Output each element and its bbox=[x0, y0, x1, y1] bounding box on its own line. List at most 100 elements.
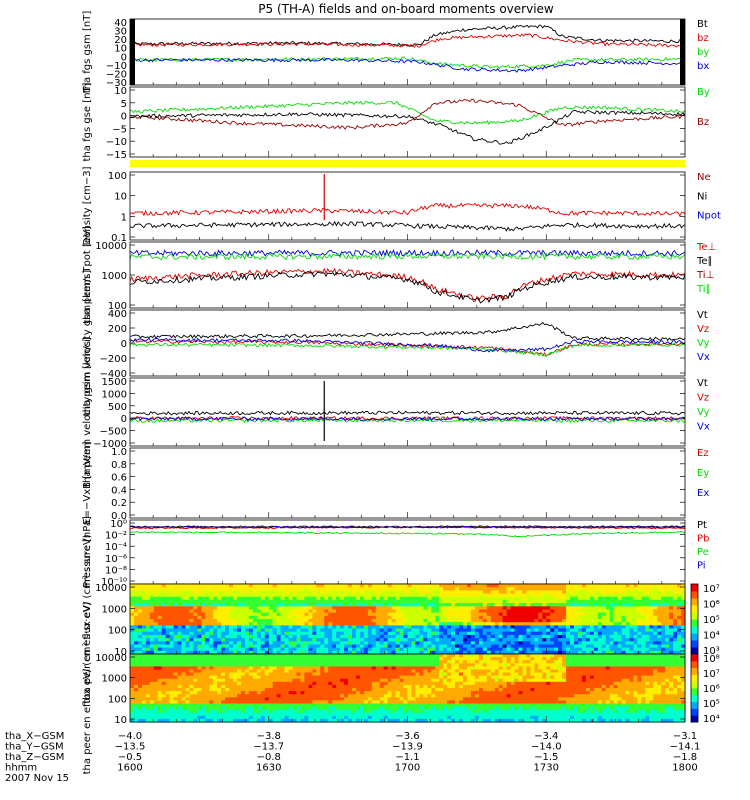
spectrogram-cell bbox=[613, 587, 619, 591]
spectrogram-cell bbox=[177, 596, 183, 601]
spectrogram-cell bbox=[268, 615, 274, 620]
spectrogram-cell bbox=[570, 599, 575, 604]
spectrogram-cell bbox=[645, 587, 650, 591]
spectrogram-cell bbox=[359, 663, 365, 667]
spectrogram-cell bbox=[141, 622, 147, 626]
spectrogram-cell bbox=[149, 681, 155, 686]
spectrogram-cell bbox=[276, 703, 282, 708]
spectrogram-cell bbox=[550, 638, 555, 642]
spectrogram-cell bbox=[518, 609, 524, 614]
spectrogram-cell bbox=[681, 584, 686, 588]
spectrogram-cell bbox=[296, 615, 302, 620]
spectrogram-cell bbox=[522, 647, 528, 652]
spectrogram-cell bbox=[383, 619, 389, 623]
spectrogram-cell bbox=[328, 681, 333, 686]
spectrogram-cell bbox=[609, 641, 615, 646]
spectrogram-cell bbox=[280, 638, 286, 642]
spectrogram-cell bbox=[605, 647, 611, 652]
spectrogram-cell bbox=[566, 584, 571, 588]
spectrogram-cell bbox=[217, 647, 222, 652]
spectrogram-cell bbox=[359, 657, 365, 661]
spectrogram-cell bbox=[153, 590, 159, 595]
spectrogram-cell bbox=[633, 622, 639, 626]
spectrogram-cell bbox=[189, 660, 195, 664]
spectrogram-cell bbox=[439, 641, 444, 646]
spectrogram-cell bbox=[391, 647, 397, 652]
spectrogram-cell bbox=[403, 590, 409, 595]
spectrogram-cell bbox=[463, 590, 468, 595]
spectrogram-cell bbox=[328, 609, 333, 614]
spectrogram-cell bbox=[371, 593, 377, 598]
spectrogram-cell bbox=[617, 596, 623, 601]
spectrogram-cell bbox=[395, 593, 401, 598]
spectrogram-cell bbox=[498, 634, 504, 639]
spectrogram-cell bbox=[558, 644, 563, 649]
spectrogram-cell bbox=[153, 709, 159, 714]
spectrogram-cell bbox=[633, 612, 639, 617]
spectrogram-cell bbox=[316, 700, 321, 705]
spectrogram-cell bbox=[375, 691, 381, 695]
spectrogram-cell bbox=[566, 599, 571, 604]
spectrogram-cell bbox=[431, 622, 436, 626]
spectrogram-cell bbox=[308, 631, 313, 636]
spectrogram-cell bbox=[189, 678, 195, 683]
spectrogram-cell bbox=[415, 638, 420, 642]
spectrogram-cell bbox=[439, 603, 444, 607]
spectrogram-cell bbox=[348, 669, 353, 674]
spectrogram-cell bbox=[213, 650, 218, 655]
spectrogram-cell bbox=[669, 622, 674, 626]
spectrogram-cell bbox=[578, 615, 583, 620]
spectrogram-cell bbox=[185, 593, 191, 598]
spectrogram-cell bbox=[661, 587, 666, 591]
spectrogram-cell bbox=[296, 650, 302, 655]
spectrogram-cell bbox=[352, 694, 357, 698]
spectrogram-cell bbox=[161, 609, 167, 614]
spectrogram-cell bbox=[506, 631, 512, 636]
spectrogram-cell bbox=[478, 631, 484, 636]
spectrogram-cell bbox=[304, 700, 309, 705]
spectrogram-cell bbox=[241, 712, 246, 717]
y-tick-label: 0.4 bbox=[111, 485, 127, 496]
spectrogram-cell bbox=[510, 619, 516, 623]
spectrogram-cell bbox=[593, 606, 599, 611]
spectrogram-cell bbox=[530, 619, 535, 623]
spectrogram-cell bbox=[363, 666, 369, 671]
spectrogram-cell bbox=[201, 715, 206, 720]
spectrogram-cell bbox=[324, 612, 329, 617]
spectrogram-cell bbox=[165, 622, 171, 626]
spectrogram-cell bbox=[268, 672, 274, 677]
spectrogram-cell bbox=[363, 593, 369, 598]
spectrogram-cell bbox=[427, 615, 432, 620]
spectrogram-cell bbox=[233, 666, 238, 671]
spectrogram-cell bbox=[340, 599, 345, 604]
spectrogram-cell bbox=[193, 625, 198, 630]
spectrogram-cell bbox=[316, 644, 321, 649]
spectrogram-cell bbox=[605, 644, 611, 649]
spectrogram-cell bbox=[328, 697, 333, 701]
spectrogram-cell bbox=[581, 638, 587, 642]
spectrogram-cell bbox=[367, 641, 373, 646]
spectrogram-cell bbox=[213, 644, 218, 649]
spectrogram-cell bbox=[371, 715, 377, 720]
spectrogram-cell bbox=[213, 694, 218, 698]
spectrogram-cell bbox=[181, 612, 187, 617]
spectrogram-cell bbox=[260, 700, 266, 705]
spectrogram-cell bbox=[268, 703, 274, 708]
spectrogram-cell bbox=[589, 609, 595, 614]
spectrogram-cell bbox=[328, 694, 333, 698]
spectrogram-cell bbox=[657, 650, 662, 655]
spectrogram-cell bbox=[197, 700, 202, 705]
spectrogram-cell bbox=[173, 688, 179, 692]
spectrogram-cell bbox=[145, 675, 151, 680]
spectrogram-cell bbox=[272, 694, 278, 698]
spectrogram-cell bbox=[665, 634, 670, 639]
spectrogram-cell bbox=[296, 587, 302, 591]
spectrogram-cell bbox=[534, 609, 539, 614]
spectrogram-cell bbox=[256, 666, 262, 671]
spectrogram-cell bbox=[181, 647, 187, 652]
spectrogram-cell bbox=[399, 609, 405, 614]
spectrogram-cell bbox=[130, 660, 135, 664]
spectrogram-cell bbox=[237, 663, 242, 667]
spectrogram-cell bbox=[149, 650, 155, 655]
